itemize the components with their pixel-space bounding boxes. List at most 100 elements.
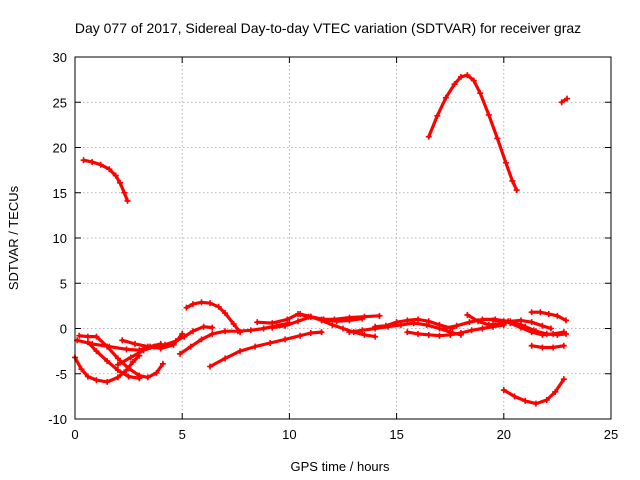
- data-point: [547, 325, 554, 332]
- y-tick-label: 25: [53, 95, 67, 110]
- data-point: [537, 309, 544, 316]
- data-point: [140, 347, 147, 354]
- data-point: [560, 342, 567, 349]
- data-point: [114, 367, 121, 374]
- data-point: [552, 388, 559, 395]
- data-point: [564, 95, 571, 102]
- data-point: [485, 321, 492, 328]
- x-tick-label: 5: [179, 427, 186, 442]
- data-point: [453, 322, 460, 329]
- data-point: [112, 172, 119, 179]
- data-point: [104, 378, 111, 385]
- data-point: [153, 369, 160, 376]
- data-point: [151, 343, 158, 350]
- data-point: [200, 323, 207, 330]
- data-point: [545, 311, 552, 318]
- data-point: [477, 90, 484, 97]
- data-point: [132, 340, 139, 347]
- data-point: [181, 333, 188, 340]
- data-point: [436, 332, 443, 339]
- data-point: [513, 187, 520, 194]
- data-point: [93, 348, 100, 355]
- data-point: [318, 329, 325, 336]
- data-point: [136, 375, 143, 382]
- x-tick-label: 25: [604, 427, 618, 442]
- data-point: [382, 322, 389, 329]
- data-point: [470, 77, 477, 84]
- data-point: [500, 318, 507, 325]
- data-point: [479, 325, 486, 332]
- data-point: [562, 317, 569, 324]
- data-point: [114, 355, 121, 362]
- data-point: [528, 319, 535, 326]
- x-tick-label: 10: [282, 427, 296, 442]
- data-point: [517, 324, 524, 331]
- data-point: [294, 318, 301, 325]
- data-point: [502, 159, 509, 166]
- data-point: [80, 157, 87, 164]
- data-point: [123, 346, 130, 353]
- data-point: [260, 325, 267, 332]
- data-point: [84, 373, 91, 380]
- y-tick-label: 30: [53, 50, 67, 65]
- data-point: [124, 197, 131, 204]
- data-point: [198, 299, 205, 306]
- data-point: [447, 331, 454, 338]
- data-point: [500, 387, 507, 394]
- data-point: [187, 343, 194, 350]
- data-point: [93, 377, 100, 384]
- data-point: [560, 329, 567, 336]
- data-point: [282, 336, 289, 343]
- data-point: [404, 317, 411, 324]
- data-point: [372, 323, 379, 330]
- data-point: [554, 312, 561, 319]
- data-point: [485, 111, 492, 118]
- data-point: [423, 321, 430, 328]
- y-tick-label: -10: [48, 412, 67, 427]
- data-point: [511, 393, 518, 400]
- data-point: [144, 374, 151, 381]
- data-point: [89, 158, 96, 165]
- data-point: [464, 72, 471, 79]
- data-point: [198, 336, 205, 343]
- data-point: [528, 342, 535, 349]
- data-point: [434, 112, 441, 119]
- data-point: [172, 338, 179, 345]
- data-point: [297, 311, 304, 318]
- data-point: [189, 328, 196, 335]
- data-point: [237, 348, 244, 355]
- series-s18: [405, 323, 506, 338]
- data-point: [284, 316, 291, 323]
- data-point: [359, 327, 366, 334]
- data-point: [436, 321, 443, 328]
- grid: [75, 57, 611, 419]
- data-point: [159, 360, 166, 367]
- series-s2: [427, 73, 519, 192]
- series-s12: [208, 330, 324, 369]
- data-point: [393, 319, 400, 326]
- x-tick-label: 0: [71, 427, 78, 442]
- y-tick-label: 0: [60, 322, 67, 337]
- data-point: [376, 312, 383, 319]
- data-point: [340, 325, 346, 332]
- data-point: [532, 400, 539, 407]
- data-point: [222, 328, 229, 335]
- data-point: [475, 318, 482, 325]
- data-point: [125, 365, 132, 372]
- data-point: [114, 361, 121, 368]
- data-point: [425, 133, 432, 140]
- data-point: [528, 309, 535, 316]
- data-point: [494, 135, 501, 142]
- data-point: [539, 331, 546, 338]
- data-point: [517, 317, 524, 324]
- data-point: [361, 331, 368, 338]
- data-point: [415, 330, 422, 337]
- data-point: [464, 311, 471, 318]
- data-point: [457, 330, 464, 337]
- data-point: [457, 73, 464, 80]
- data-point: [106, 166, 113, 173]
- data-point: [359, 315, 366, 322]
- data-point: [207, 300, 214, 307]
- data-point: [222, 355, 229, 362]
- data-point: [550, 330, 557, 337]
